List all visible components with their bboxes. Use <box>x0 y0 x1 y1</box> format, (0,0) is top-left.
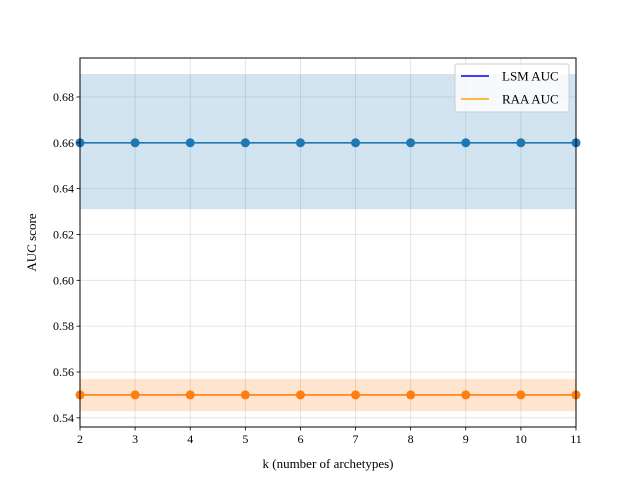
data-point-series-1 <box>295 390 305 400</box>
data-point-series-1 <box>406 390 416 400</box>
legend-label-1: RAA AUC <box>502 92 559 107</box>
data-point-series-0 <box>516 138 526 148</box>
x-tick-label: 6 <box>297 432 303 446</box>
plot-frame <box>79 57 577 428</box>
legend-label-0: LSM AUC <box>502 69 559 84</box>
y-axis-label: AUC score <box>24 213 39 271</box>
x-tick-label: 11 <box>570 432 582 446</box>
y-tick-label: 0.58 <box>53 319 74 333</box>
x-axis-label: k (number of archetypes) <box>262 456 393 471</box>
data-point-series-1 <box>130 390 140 400</box>
x-tick-label: 5 <box>242 432 248 446</box>
data-point-series-0 <box>295 138 305 148</box>
y-tick-label: 0.60 <box>53 273 74 287</box>
x-tick-label: 3 <box>132 432 138 446</box>
data-point-series-1 <box>240 390 250 400</box>
data-point-series-0 <box>406 138 416 148</box>
confidence-band-series-0 <box>80 74 576 210</box>
legend: LSM AUC RAA AUC <box>454 63 570 113</box>
data-point-series-0 <box>351 138 361 148</box>
x-ticks: 2 3 4 5 6 7 8 9 10 11 <box>77 427 582 446</box>
x-tick-label: 2 <box>77 432 83 446</box>
y-tick-label: 0.56 <box>53 365 74 379</box>
data-point-series-1 <box>516 390 526 400</box>
data-point-series-0 <box>461 138 471 148</box>
x-tick-label: 8 <box>408 432 414 446</box>
x-tick-label: 7 <box>353 432 359 446</box>
x-tick-label: 10 <box>515 432 527 446</box>
y-ticks: 0.54 0.56 0.58 0.60 0.62 0.64 0.66 0.68 <box>53 90 80 425</box>
data-point-series-0 <box>185 138 195 148</box>
y-tick-label: 0.62 <box>53 227 74 241</box>
y-tick-label: 0.68 <box>53 90 74 104</box>
data-point-series-1 <box>185 390 195 400</box>
data-point-series-0 <box>240 138 250 148</box>
data-point-series-1 <box>461 390 471 400</box>
series-lines <box>80 142 576 396</box>
x-tick-label: 4 <box>187 432 193 446</box>
series-points <box>75 138 581 400</box>
y-tick-label: 0.64 <box>53 182 74 196</box>
y-tick-label: 0.66 <box>53 136 74 150</box>
confidence-bands <box>80 74 576 411</box>
data-point-series-0 <box>130 138 140 148</box>
data-point-series-1 <box>351 390 361 400</box>
x-tick-label: 9 <box>463 432 469 446</box>
y-tick-label: 0.54 <box>53 411 74 425</box>
